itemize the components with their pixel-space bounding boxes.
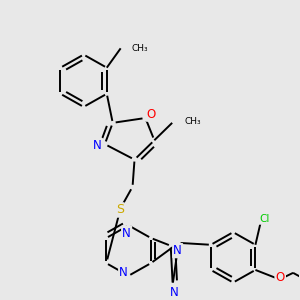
Text: N: N <box>119 266 128 279</box>
Text: N: N <box>92 139 101 152</box>
Text: CH₃: CH₃ <box>132 44 148 53</box>
Text: N: N <box>122 227 131 240</box>
Text: N: N <box>173 244 182 257</box>
Text: Cl: Cl <box>259 214 269 224</box>
Text: S: S <box>116 203 124 216</box>
Text: O: O <box>147 108 156 121</box>
Text: CH₃: CH₃ <box>184 117 201 126</box>
Text: O: O <box>276 271 285 284</box>
Text: N: N <box>170 286 179 299</box>
